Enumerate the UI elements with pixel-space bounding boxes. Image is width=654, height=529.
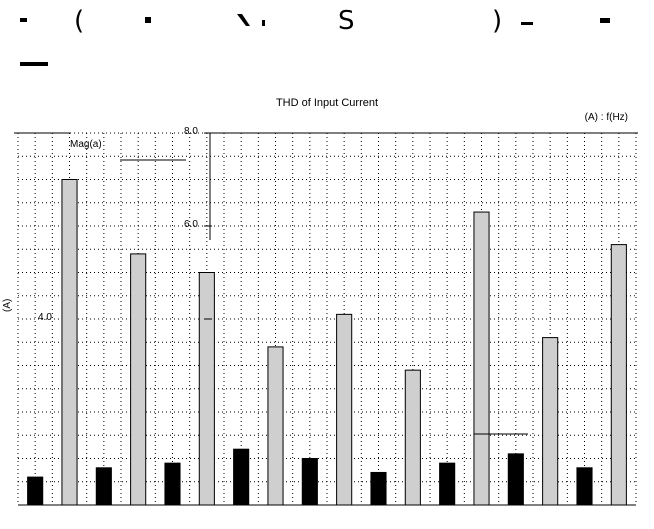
data-bar [130, 253, 147, 506]
top-glyph-strip: ( S ) [0, 0, 654, 80]
header-decoration [20, 14, 610, 66]
data-bar [95, 467, 112, 506]
data-bar [370, 471, 387, 506]
data-bar [27, 476, 44, 506]
data-bar [198, 272, 215, 506]
data-bar [610, 244, 627, 506]
data-bar [61, 179, 78, 506]
data-bar [267, 346, 284, 506]
chart-title: THD of Input Current [275, 97, 379, 109]
chart-axes [14, 132, 638, 506]
chart-bars [27, 179, 627, 506]
y-tick-label: 4.0 [38, 312, 52, 323]
header-glyph-close-paren: ) [492, 6, 503, 36]
data-bar [336, 313, 353, 506]
y-tick-label: 8.0 [184, 126, 198, 137]
header-glyph-s: S [338, 6, 355, 36]
data-bar [576, 467, 593, 506]
header-glyph-open-paren: ( [74, 6, 85, 36]
data-bar [233, 448, 250, 506]
data-bar [404, 369, 421, 506]
y-axis-label: (A) [2, 298, 13, 312]
data-bar [301, 458, 318, 506]
data-bar [542, 337, 559, 506]
data-bar [439, 462, 456, 506]
legend-entry: Mag(a) [70, 139, 102, 150]
data-bar [507, 453, 524, 506]
y-tick-label: 6.0 [184, 219, 198, 230]
data-bar [164, 462, 181, 506]
axis-note: (A) : f(Hz) [584, 112, 628, 123]
data-bar [473, 211, 490, 506]
